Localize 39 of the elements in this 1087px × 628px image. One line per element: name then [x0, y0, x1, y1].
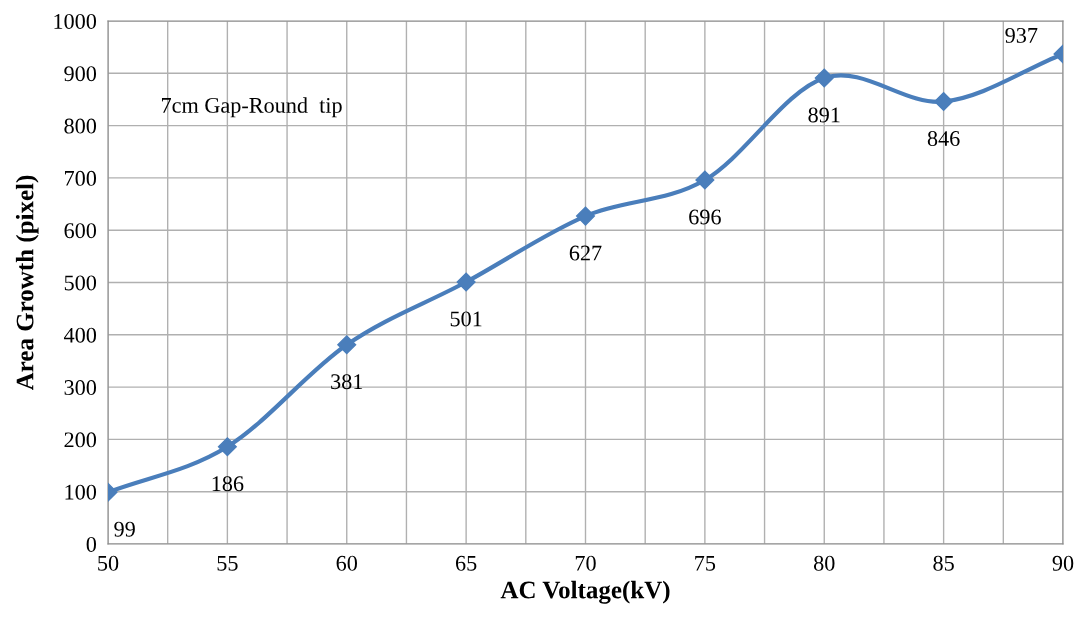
- data-label: 937: [1005, 27, 1038, 43]
- x-tick-label: 65: [455, 555, 477, 571]
- y-tick-label: 100: [65, 484, 97, 500]
- data-label: 891: [808, 107, 840, 123]
- point: [217, 437, 237, 457]
- data-label: 846: [927, 131, 960, 146]
- annotation: 7cm Gap-Round tip: [161, 97, 342, 118]
- x-tick-label: 50: [98, 555, 119, 571]
- x-tick-label: 75: [695, 555, 716, 571]
- y-tick-label: 700: [65, 170, 97, 186]
- x-tick-label: 90: [1052, 555, 1074, 571]
- x-tick-label: 70: [575, 555, 596, 571]
- point: [456, 272, 476, 292]
- y-axis-title: Area Growth (pixel): [15, 175, 39, 391]
- x-axis-title: AC Voltage(kV): [500, 580, 670, 604]
- data-label: 627: [569, 245, 602, 261]
- data-label: 186: [212, 476, 244, 492]
- y-tick-label: 200: [64, 432, 97, 448]
- data-label: 501: [450, 311, 482, 327]
- y-tick-label: 600: [64, 223, 97, 239]
- data-label: 99: [114, 521, 135, 537]
- y-tick-label: 1000: [54, 13, 97, 29]
- x-tick-label: 55: [217, 555, 238, 571]
- data-label: 696: [689, 209, 721, 225]
- point: [814, 68, 834, 88]
- point: [934, 92, 954, 112]
- point: [695, 170, 715, 190]
- x-tick-label: 80: [813, 555, 835, 571]
- y-tick-label: 300: [64, 380, 97, 396]
- point: [337, 335, 357, 355]
- point: [575, 206, 596, 226]
- data-label: 381: [331, 374, 363, 390]
- y-tick-label: 0: [86, 536, 97, 552]
- x-tick-label: 60: [336, 555, 358, 571]
- y-tick-label: 400: [63, 327, 97, 343]
- y-tick-label: 800: [64, 118, 97, 134]
- y-tick-label: 500: [64, 275, 97, 291]
- x-tick-label: 85: [933, 555, 954, 571]
- y-tick-label: 900: [64, 66, 97, 82]
